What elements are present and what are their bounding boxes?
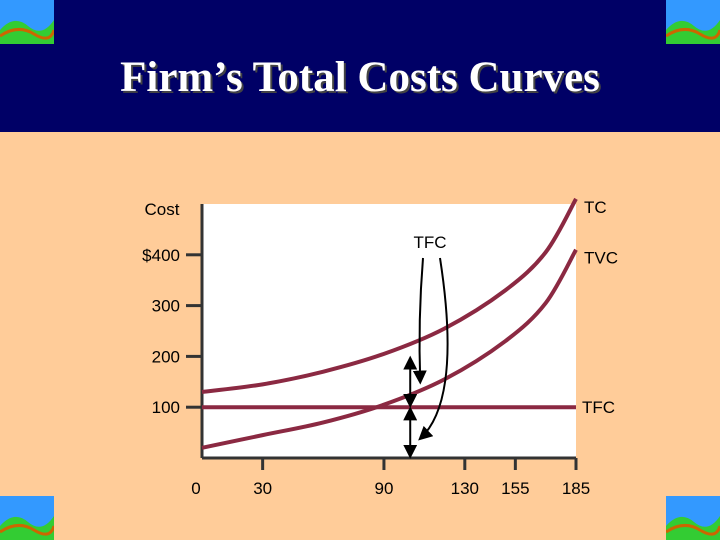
y-tick-label: $400 [142, 246, 180, 265]
series-label-tc: TC [584, 198, 607, 217]
series-line-tc [201, 197, 578, 394]
y-tick-label: 300 [152, 297, 180, 316]
annotation-layer: TFC [403, 233, 449, 459]
landscape-icon [666, 0, 720, 44]
x-tick-label: 90 [374, 479, 393, 498]
landscape-icon [0, 0, 54, 44]
x-tick-label: 185 [562, 479, 590, 498]
y-tick-label: 200 [152, 347, 180, 366]
tfc-pointer-label: TFC [413, 233, 446, 252]
curves [201, 197, 578, 450]
series-label-tfc: TFC [582, 398, 615, 417]
x-tick-label: 130 [451, 479, 479, 498]
landscape-icon [666, 496, 720, 540]
series-label-tvc: TVC [584, 249, 618, 268]
pointer-arrow [418, 257, 449, 441]
x-tick-label: 155 [501, 479, 529, 498]
title-bar [0, 0, 720, 132]
pointer-arrow [412, 257, 427, 385]
curve-labels: TC TVC TFC [582, 198, 618, 417]
x-ticks: 0 30 90 130 155 185 [191, 458, 590, 498]
landscape-icon [0, 496, 54, 540]
slide-title: Firm’s Total Costs Curves [120, 54, 600, 101]
x-tick-label: 30 [253, 479, 272, 498]
y-axis-label: Cost [145, 200, 180, 219]
x-tick-label: 0 [191, 479, 200, 498]
y-tick-label: 100 [152, 398, 180, 417]
series-line-tvc [201, 248, 578, 450]
y-ticks: 100 200 300 $400 [142, 246, 202, 417]
plot-area [202, 204, 576, 458]
